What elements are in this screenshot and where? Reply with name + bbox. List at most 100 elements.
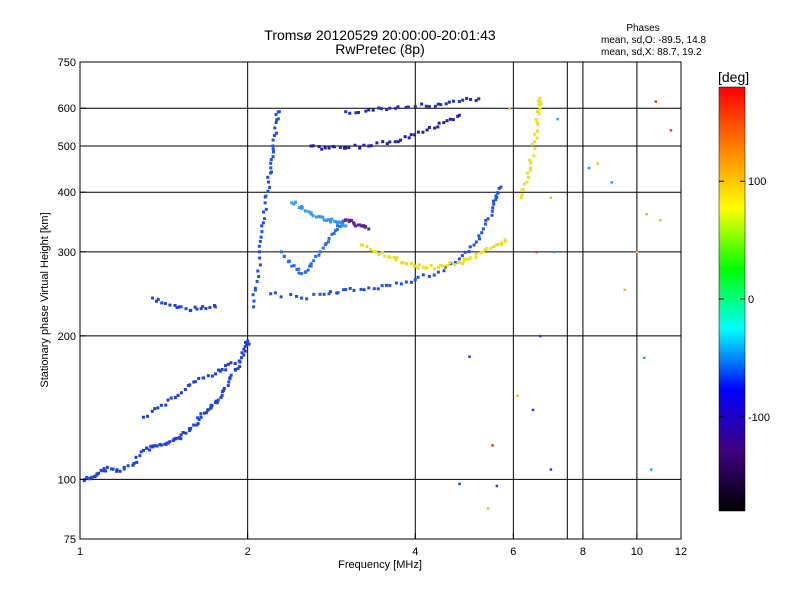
data-point — [271, 138, 275, 142]
data-point — [338, 224, 342, 228]
data-point — [437, 121, 441, 125]
data-point — [115, 468, 119, 472]
data-point — [218, 369, 222, 373]
data-point — [150, 409, 154, 413]
data-point — [104, 469, 108, 473]
data-point — [336, 224, 340, 228]
data-point — [263, 201, 267, 205]
data-point — [269, 158, 273, 162]
data-point — [181, 430, 185, 434]
data-point — [183, 388, 187, 392]
data-point — [538, 107, 542, 111]
data-point — [416, 275, 420, 279]
data-point — [495, 195, 499, 199]
data-point — [363, 225, 367, 229]
phases-o-line: mean, sd,O: -89.5, 14.8 — [601, 35, 706, 46]
data-point — [393, 140, 397, 144]
noise-point — [495, 484, 499, 488]
data-point — [151, 296, 155, 300]
data-point — [220, 393, 224, 397]
noise-point — [654, 100, 658, 103]
data-point — [445, 119, 449, 123]
data-point — [97, 471, 101, 475]
data-point — [153, 407, 157, 411]
data-point — [176, 436, 180, 440]
data-point — [264, 207, 268, 211]
data-point — [463, 250, 467, 254]
data-point — [492, 202, 496, 206]
data-point — [497, 186, 501, 190]
data-point — [444, 102, 448, 106]
data-point — [210, 374, 214, 378]
data-point — [242, 347, 246, 351]
data-point — [457, 257, 461, 261]
data-point — [295, 294, 299, 298]
data-point — [388, 255, 392, 259]
data-point — [266, 175, 270, 179]
data-point — [421, 265, 425, 269]
data-point — [146, 414, 150, 418]
data-point — [126, 464, 130, 468]
data-point — [273, 291, 277, 295]
data-point — [260, 230, 264, 234]
data-point — [494, 198, 498, 202]
data-point — [214, 399, 218, 403]
colorbar-label: [deg] — [718, 69, 749, 85]
data-point — [292, 202, 296, 206]
data-point — [209, 406, 213, 410]
data-point — [240, 351, 244, 355]
data-point — [184, 431, 188, 435]
x-tick-label: 6 — [510, 546, 516, 558]
data-point — [311, 214, 315, 218]
data-point — [413, 133, 417, 137]
data-point — [395, 256, 399, 260]
data-point — [196, 422, 200, 426]
x-tick-label: 1 — [77, 546, 83, 558]
data-point — [341, 219, 345, 223]
data-point — [214, 372, 218, 376]
data-point — [264, 194, 268, 198]
data-point — [341, 224, 345, 228]
data-point — [436, 102, 440, 106]
data-point — [168, 440, 172, 444]
data-point — [321, 246, 325, 250]
data-point — [188, 428, 192, 432]
data-point — [442, 269, 446, 273]
data-point — [519, 195, 523, 199]
data-point — [535, 136, 539, 140]
data-point — [376, 287, 380, 291]
data-point — [358, 146, 362, 150]
data-point — [483, 248, 487, 252]
data-point — [294, 200, 298, 204]
data-point — [242, 353, 246, 357]
data-point — [204, 307, 208, 311]
data-point — [381, 140, 385, 144]
data-point — [327, 146, 331, 150]
data-point — [394, 258, 398, 262]
data-point — [174, 436, 178, 440]
data-point — [396, 105, 400, 109]
grid-lines — [80, 62, 681, 539]
data-point — [404, 105, 408, 109]
data-point — [526, 175, 530, 179]
data-point — [304, 209, 308, 213]
data-point — [423, 266, 427, 270]
y-tick-label: 600 — [58, 103, 76, 115]
noise-point — [539, 334, 542, 338]
data-point — [327, 218, 331, 222]
data-point — [318, 215, 322, 219]
noise-point — [556, 117, 559, 121]
data-point — [271, 147, 275, 151]
data-point — [332, 145, 336, 149]
noise-point — [645, 213, 648, 216]
data-point — [399, 282, 403, 286]
data-point — [163, 301, 167, 305]
data-point — [496, 242, 500, 246]
data-point — [406, 105, 410, 109]
data-point — [282, 254, 286, 258]
data-point — [468, 245, 472, 249]
data-point — [271, 144, 275, 148]
data-point — [176, 393, 180, 397]
data-point — [271, 155, 275, 159]
data-point — [317, 145, 321, 149]
